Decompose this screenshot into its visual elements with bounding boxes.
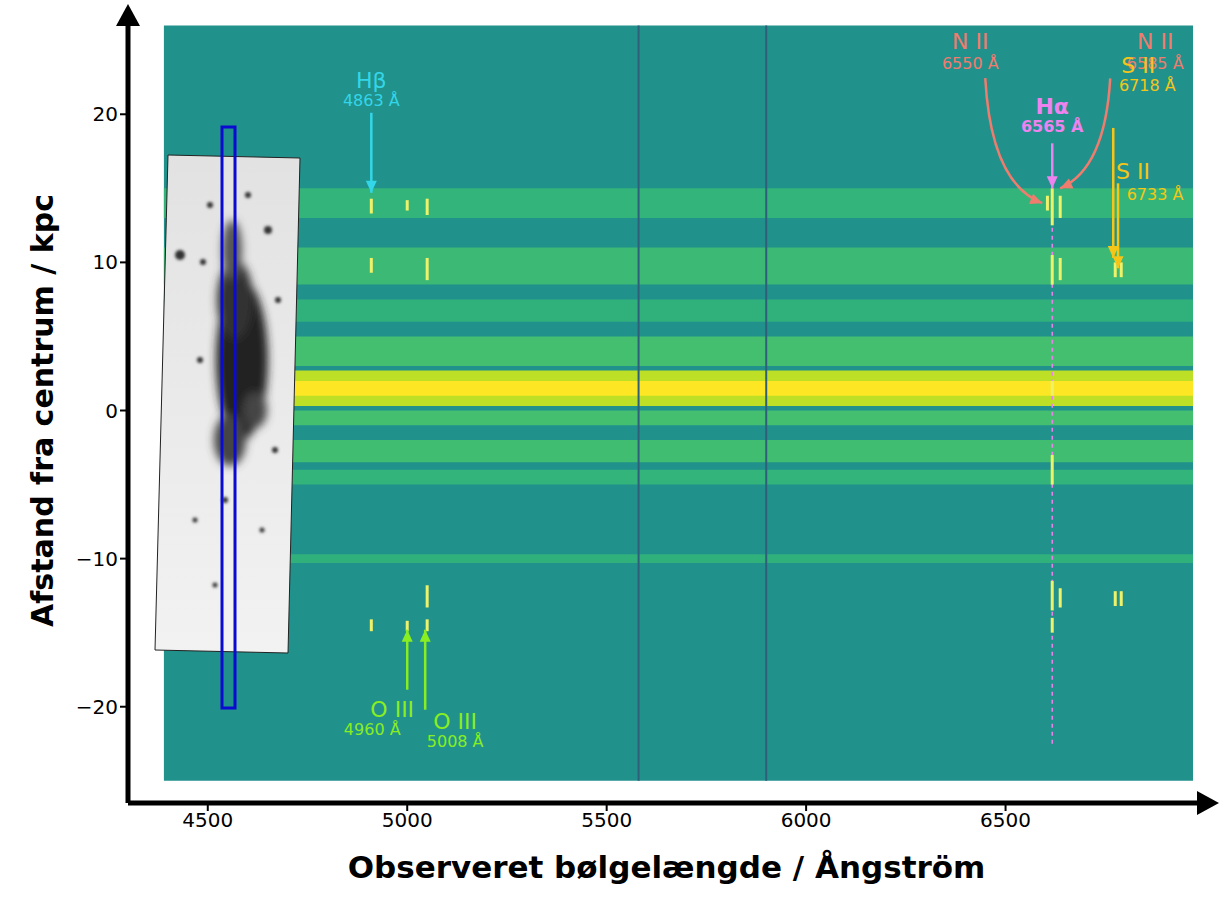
svg-text:4960 Å: 4960 Å <box>344 720 401 739</box>
svg-text:6500: 6500 <box>980 808 1031 832</box>
svg-text:S II: S II <box>1121 53 1155 78</box>
svg-text:4500: 4500 <box>182 808 233 832</box>
svg-text:N II: N II <box>952 29 988 54</box>
svg-text:5500: 5500 <box>581 808 632 832</box>
svg-text:6733 Å: 6733 Å <box>1127 185 1184 204</box>
svg-text:O III: O III <box>370 697 414 722</box>
svg-text:Observeret bølgelængde / Ångst: Observeret bølgelængde / Ångström <box>348 849 986 885</box>
svg-text:N II: N II <box>1137 29 1173 54</box>
svg-text:5008 Å: 5008 Å <box>427 732 484 751</box>
svg-text:S II: S II <box>1116 159 1150 184</box>
svg-text:20: 20 <box>93 102 118 126</box>
svg-text:6000: 6000 <box>781 808 832 832</box>
svg-text:Afstand fra centrum / kpc: Afstand fra centrum / kpc <box>25 194 60 627</box>
svg-text:Hα: Hα <box>1035 94 1069 119</box>
svg-text:4863 Å: 4863 Å <box>343 91 400 110</box>
svg-text:5000: 5000 <box>382 808 433 832</box>
svg-text:0: 0 <box>105 399 118 423</box>
svg-text:O III: O III <box>433 709 477 734</box>
svg-text:6718 Å: 6718 Å <box>1119 76 1176 95</box>
svg-text:6550 Å: 6550 Å <box>942 54 999 73</box>
svg-text:−10: −10 <box>76 547 118 571</box>
svg-text:10: 10 <box>93 250 118 274</box>
svg-text:−20: −20 <box>76 695 118 719</box>
svg-text:6565 Å: 6565 Å <box>1021 117 1084 136</box>
svg-text:Hβ: Hβ <box>356 68 387 93</box>
